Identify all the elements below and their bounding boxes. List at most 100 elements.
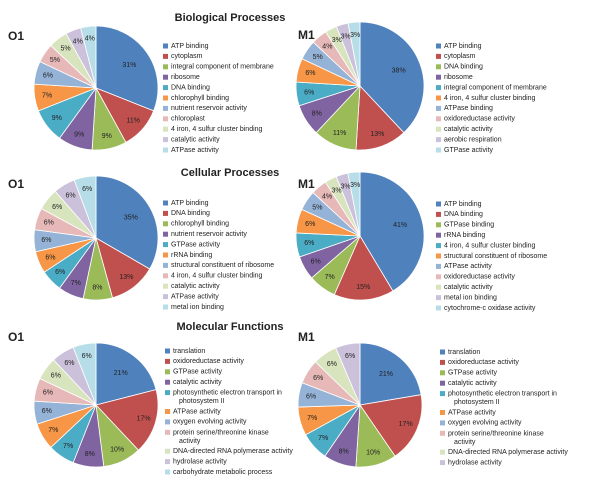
value-label: 6% [43, 73, 53, 80]
value-label: 7% [42, 93, 52, 100]
legend-label: integral component of membrane [444, 84, 547, 91]
value-label: 3% [331, 187, 341, 194]
legend-swatch [163, 147, 168, 153]
legend-swatch [163, 252, 168, 258]
legend-swatch [436, 222, 441, 228]
legend-label: ATPase activity [444, 263, 492, 270]
value-label: 6% [327, 361, 337, 368]
pie-slice [95, 25, 159, 112]
value-label: 7% [307, 415, 317, 422]
legend-swatch [440, 391, 445, 397]
legend-label: oxidoreductase activity [444, 116, 515, 123]
legend-swatch [165, 390, 170, 396]
legend-label: nutrient reservoir activity [171, 231, 247, 238]
legend-label: GTPase binding [444, 222, 494, 229]
legend-swatch [163, 242, 168, 248]
value-label: 6% [64, 360, 74, 367]
legend-swatch [436, 95, 441, 101]
legend-label: photosynthetic electron transport in phot… [173, 389, 282, 405]
value-label: 13% [119, 274, 133, 281]
value-label: 6% [311, 258, 321, 265]
value-label: 5% [61, 46, 71, 53]
pie-slice [347, 21, 361, 87]
legend-swatch [440, 410, 445, 415]
pie-slice [359, 171, 425, 292]
value-label: 6% [313, 375, 323, 382]
value-label: 38% [392, 68, 406, 75]
legend-swatch [436, 43, 441, 49]
legend-label: DNA binding [444, 64, 483, 71]
value-label: 5% [313, 54, 323, 61]
legend-swatch [163, 116, 168, 122]
value-label: 6% [305, 221, 315, 228]
value-label: 3% [332, 37, 342, 44]
legend-swatch [165, 429, 170, 435]
panel-label: M1 [298, 28, 315, 42]
legend-label: translation [448, 349, 480, 356]
legend-swatch [440, 380, 445, 386]
legend-swatch [440, 349, 445, 355]
value-label: 5% [50, 57, 60, 64]
value-label: 3% [350, 182, 360, 189]
legend-label: DNA-directed RNA polymerase activity [173, 448, 293, 455]
legend-swatch [165, 379, 170, 385]
pie-slice [347, 171, 361, 237]
panel-label: M1 [298, 330, 315, 344]
pie-slice [359, 342, 422, 406]
legend-swatch [163, 137, 168, 143]
value-label: 21% [114, 370, 128, 377]
legend-label: oxidoreductase activity [444, 274, 515, 281]
legend-label: 4 iron, 4 sulfur cluster binding [444, 95, 536, 102]
panel-label: O1 [8, 330, 24, 344]
legend-label: cytoplasm [171, 53, 203, 60]
value-label: 8% [92, 284, 102, 291]
legend-label: metal ion binding [171, 304, 224, 311]
pie-slice [333, 235, 394, 301]
legend-swatch [436, 116, 441, 122]
value-label: 3% [341, 34, 351, 41]
pie-slice [95, 175, 159, 270]
legend-swatch [436, 201, 441, 207]
value-label: 6% [345, 353, 355, 360]
value-label: 17% [137, 416, 151, 423]
panel-label: M1 [298, 177, 315, 191]
legend-label: ATPase binding [444, 105, 493, 112]
legend-swatch [163, 273, 168, 279]
legend-swatch [436, 243, 441, 249]
value-label: 35% [124, 215, 138, 222]
value-label: 7% [63, 443, 73, 450]
legend-swatch [163, 221, 168, 227]
pie-slice [359, 394, 423, 457]
pie-slice [95, 389, 159, 451]
value-label: 7% [48, 427, 58, 434]
legend-swatch [165, 419, 170, 425]
legend-swatch [436, 253, 441, 259]
legend-swatch [165, 448, 170, 454]
value-label: 3% [350, 32, 360, 39]
legend-swatch [436, 295, 441, 301]
legend-label: hydrolase activity [173, 458, 227, 465]
legend-swatch [165, 409, 170, 414]
legend-label: protein serine/threonine kinase activity [448, 430, 544, 446]
legend-swatch [436, 211, 441, 217]
legend-label: catalytic activity [448, 380, 497, 387]
value-label: 7% [71, 280, 81, 287]
legend-label: DNA binding [171, 84, 210, 91]
legend-label: aerobic respiration [444, 136, 502, 143]
legend-swatch [436, 53, 441, 59]
legend-swatch [440, 430, 445, 436]
legend-label: rRNA binding [171, 252, 212, 259]
value-label: 7% [318, 435, 328, 442]
legend-swatch [163, 231, 168, 237]
value-label: 6% [306, 394, 316, 401]
legend-swatch [163, 85, 168, 91]
value-label: 6% [65, 192, 75, 199]
panel-label: O1 [8, 29, 24, 43]
legend-swatch [436, 147, 441, 153]
legend-swatch [163, 95, 168, 101]
legend-swatch [165, 469, 170, 475]
section-title: Cellular Processes [181, 167, 279, 179]
pie-slice [72, 342, 97, 406]
legend-label: ribosome [444, 74, 473, 81]
legend-label: ATPase activity [171, 147, 219, 154]
